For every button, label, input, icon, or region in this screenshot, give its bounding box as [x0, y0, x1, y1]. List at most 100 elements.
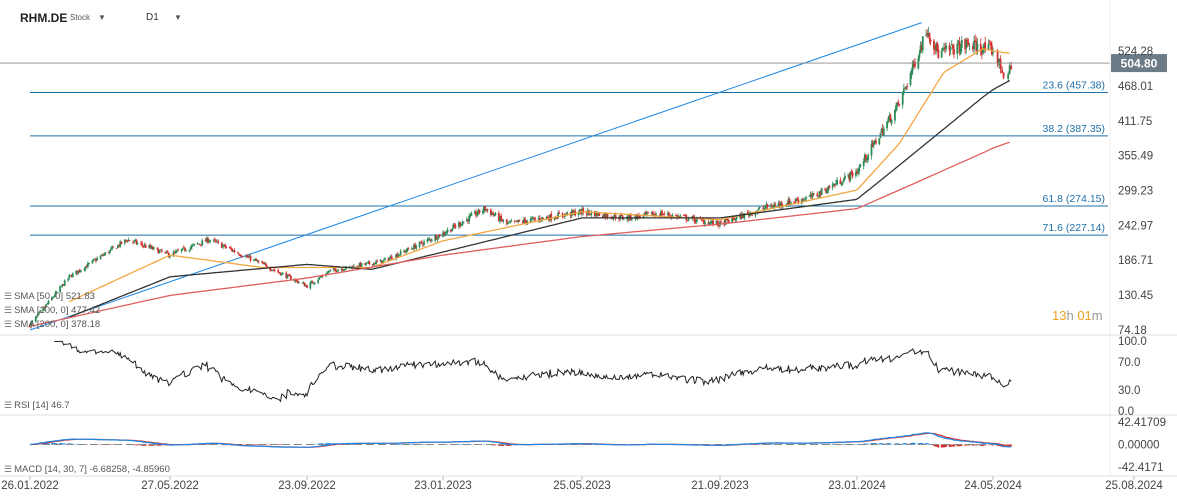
macd-histogram-bar — [842, 444, 845, 445]
macd-histogram-bar — [352, 444, 355, 445]
candle-body — [196, 243, 199, 245]
candle-body — [840, 183, 843, 185]
candle-body — [294, 279, 297, 282]
candle-body — [619, 215, 622, 220]
candle-body — [725, 218, 728, 220]
candle-body — [46, 303, 49, 305]
indicator-menu-icon[interactable]: ☰ — [4, 400, 12, 410]
candle-body — [135, 240, 138, 244]
candle-body — [764, 207, 767, 209]
macd-histogram-bar — [505, 444, 508, 446]
candle-body — [780, 202, 783, 206]
candle-body — [159, 249, 162, 251]
timeframe-selector[interactable]: D1 — [146, 12, 159, 23]
macd-histogram-bar — [890, 443, 893, 445]
candle-body — [894, 110, 896, 121]
sma200-legend[interactable]: ☰ SMA [200, 0] 378.18 — [4, 319, 101, 330]
candle-body — [92, 259, 95, 261]
macd-histogram-bar — [220, 444, 223, 445]
candle-body — [604, 213, 607, 218]
candle-body — [430, 240, 433, 241]
candle-body — [793, 201, 795, 203]
candle-body — [241, 256, 244, 258]
candle-body — [420, 241, 423, 244]
macd-histogram-bar — [956, 444, 959, 447]
candle-body — [652, 214, 655, 217]
candle-body — [704, 221, 706, 225]
candle-body — [774, 204, 777, 206]
candle-body — [871, 142, 874, 147]
candle-body — [517, 219, 520, 223]
price-tick-label: 130.45 — [1118, 290, 1153, 302]
candle-body — [983, 43, 985, 51]
macd-histogram-bar — [905, 443, 907, 445]
macd-histogram-bar — [771, 444, 773, 445]
symbol-label[interactable]: RHM.DE — [20, 11, 68, 25]
candle-body — [172, 252, 175, 257]
candle-body — [453, 224, 456, 227]
price-candles — [29, 26, 1013, 329]
candle-body — [398, 254, 401, 256]
candle-body — [477, 209, 480, 214]
candle-body — [285, 272, 288, 278]
macd-histogram-bar — [497, 444, 500, 446]
candle-body — [655, 214, 658, 216]
timeframe-dropdown-icon[interactable]: ▼ — [174, 13, 182, 22]
candle-body — [968, 45, 971, 47]
macd-histogram-bar — [887, 443, 890, 445]
candle-body — [918, 53, 921, 58]
macd-histogram-bar — [950, 444, 953, 447]
candle-body — [803, 199, 805, 201]
candle-body — [484, 206, 487, 211]
indicator-menu-icon[interactable]: ☰ — [4, 305, 12, 315]
candle-body — [415, 246, 418, 249]
candle-body — [556, 217, 558, 219]
candle-body — [878, 138, 881, 145]
candle-body — [948, 45, 951, 51]
candle-body — [185, 250, 188, 252]
candle-body — [215, 240, 217, 242]
candle-body — [786, 203, 789, 205]
rsi-legend[interactable]: ☰ RSI [14] 46.7 — [4, 400, 70, 411]
indicator-menu-icon[interactable]: ☰ — [4, 464, 12, 474]
macd-legend[interactable]: ☰ MACD [14, 30, 7] -6.68258, -4.85960 — [4, 464, 170, 475]
candle-body — [707, 222, 710, 225]
candle-body — [233, 250, 236, 253]
candle-body — [769, 205, 772, 208]
candle-body — [677, 215, 680, 218]
candle-body — [541, 217, 544, 220]
candle-body — [851, 172, 854, 177]
macd-histogram-bar — [151, 444, 154, 446]
macd-histogram-bar — [46, 443, 49, 445]
indicator-menu-icon[interactable]: ☰ — [4, 319, 12, 329]
candle-body — [125, 240, 127, 241]
symbol-dropdown-icon[interactable]: ▼ — [98, 13, 106, 22]
candle-body — [959, 47, 962, 54]
macd-histogram-bar — [919, 443, 922, 445]
candle-body — [143, 244, 146, 246]
macd-histogram-bar — [943, 444, 945, 448]
candle-body — [596, 212, 598, 216]
sma100-legend[interactable]: ☰ SMA [100, 0] 477.42 — [4, 305, 101, 316]
candle-body — [123, 239, 126, 244]
candle-body — [313, 282, 316, 284]
indicator-menu-icon[interactable]: ☰ — [4, 291, 12, 301]
candle-body — [832, 183, 835, 186]
candle-body — [733, 218, 736, 220]
macd-histogram-bar — [469, 444, 472, 445]
candle-body — [975, 41, 978, 52]
sma50-legend[interactable]: ☰ SMA [50, 0] 521.83 — [4, 291, 95, 302]
candle-body — [857, 170, 860, 174]
candle-body — [902, 88, 905, 94]
macd-histogram-bar — [61, 443, 64, 445]
candle-body — [836, 179, 839, 185]
macd-histogram-bar — [207, 444, 209, 445]
macd-histogram-bar — [321, 443, 324, 445]
candle-body — [437, 234, 440, 239]
macd-histogram-bar — [1002, 444, 1005, 448]
candle-body — [118, 244, 120, 247]
candle-body — [213, 239, 216, 241]
candle-body — [368, 261, 371, 265]
candle-body — [309, 282, 312, 289]
